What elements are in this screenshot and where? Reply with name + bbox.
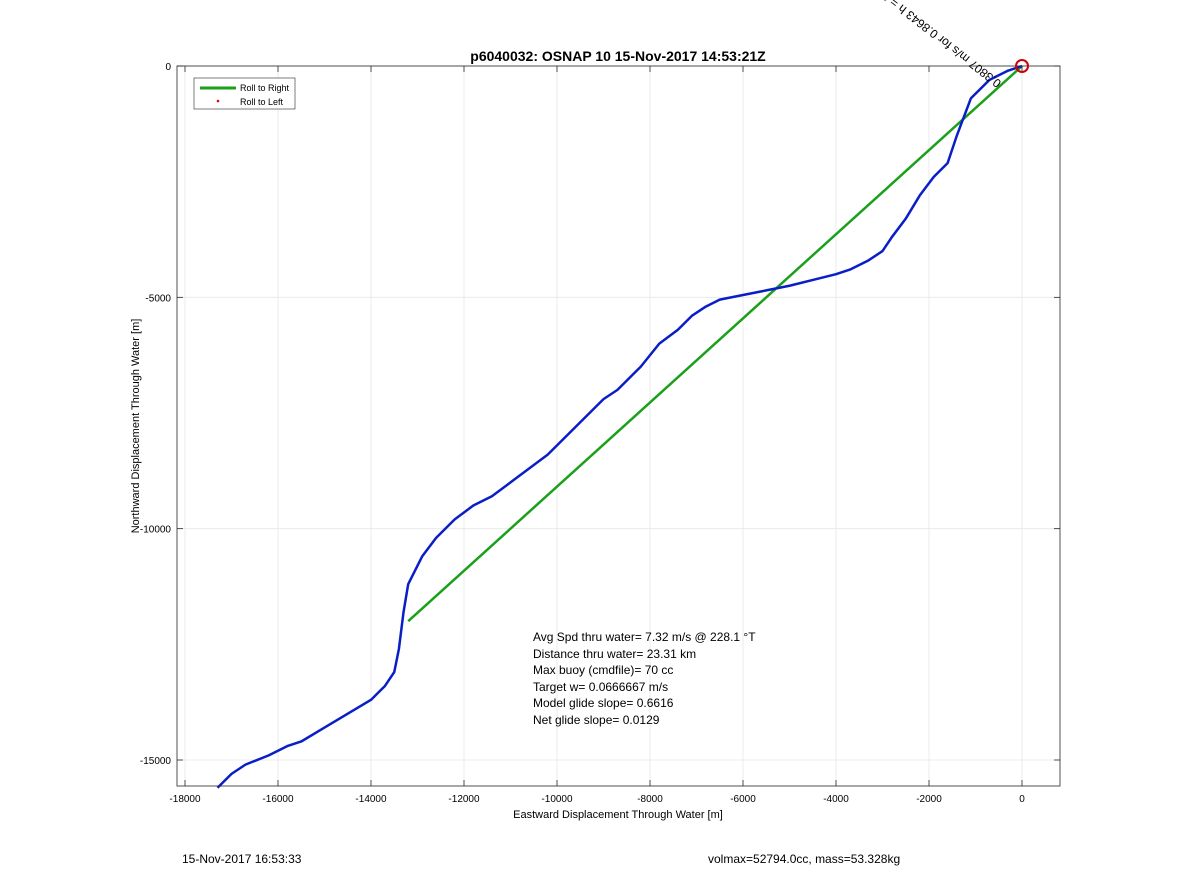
- legend: Roll to Right Roll to Left: [193, 77, 296, 110]
- stat-model-glide: Model glide slope= 0.6616: [533, 696, 674, 710]
- x-tick-label: 0: [1019, 794, 1025, 805]
- x-tick-label: -2000: [916, 794, 942, 805]
- x-tick-label: -16000: [262, 794, 294, 805]
- stat-target-w: Target w= 0.0666667 m/s: [533, 680, 668, 694]
- track-segment: [216, 64, 1023, 789]
- x-tick-label: -8000: [637, 794, 663, 805]
- chart-title: p6040032: OSNAP 10 15-Nov-2017 14:53:21Z: [470, 48, 766, 64]
- legend-label-roll-right: Roll to Right: [240, 83, 290, 93]
- legend-box: [193, 77, 296, 110]
- x-tick-label: -14000: [355, 794, 387, 805]
- start-marker: [1015, 59, 1029, 73]
- footer-volmax-mass: volmax=52794.0cc, mass=53.328kg: [708, 852, 901, 866]
- legend-swatch-roll-left: [216, 99, 220, 103]
- y-tick-label: -10000: [140, 525, 172, 536]
- y-tick-label: 0: [165, 62, 171, 73]
- stat-max-buoy: Max buoy (cmdfile)= 70 cc: [533, 663, 673, 677]
- plot-frame: [176, 65, 1061, 787]
- x-tick-label: -12000: [448, 794, 480, 805]
- axis-ticks: -18000 -16000 -14000 -12000 -10000 -8000 -6000…: [140, 62, 1060, 805]
- footer-timestamp: 15-Nov-2017 16:53:33: [182, 852, 302, 866]
- y-axis-label: Northward Displacement Through Water [m]: [130, 319, 142, 534]
- x-tick-label: -10000: [541, 794, 573, 805]
- stats-block: Avg Spd thru water= 7.32 m/s @ 228.1 °T …: [533, 630, 756, 727]
- y-tick-label: -5000: [145, 293, 171, 304]
- plot-area: [177, 66, 1060, 786]
- x-tick-label: -6000: [730, 794, 756, 805]
- x-tick-label: -4000: [823, 794, 849, 805]
- track-line: [216, 64, 1023, 789]
- stat-avg-speed: Avg Spd thru water= 7.32 m/s @ 228.1 °T: [533, 630, 756, 644]
- roll-right-segment: [407, 65, 1023, 623]
- start-marker-circle: [1015, 59, 1029, 73]
- y-tick-label: -15000: [140, 756, 172, 767]
- stat-distance: Distance thru water= 23.31 km: [533, 647, 696, 661]
- x-axis-label: Eastward Displacement Through Water [m]: [513, 809, 723, 821]
- x-tick-label: -18000: [169, 794, 201, 805]
- stat-net-glide: Net glide slope= 0.0129: [533, 713, 660, 727]
- legend-label-roll-left: Roll to Left: [240, 97, 284, 107]
- roll-right-line: [407, 65, 1023, 623]
